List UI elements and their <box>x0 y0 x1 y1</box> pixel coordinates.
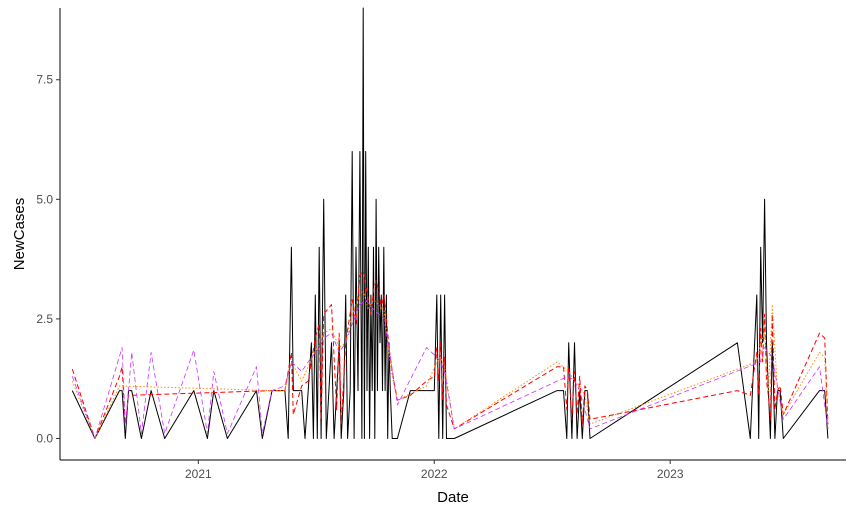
series-layer <box>71 7 829 439</box>
x-tick-label: 2023 <box>657 467 684 481</box>
x-tick-label: 2022 <box>421 467 448 481</box>
y-tick-label: 0.0 <box>36 431 53 445</box>
y-tick-label: 5.0 <box>36 192 53 206</box>
x-axis-ticks: 2021 2022 2023 <box>185 460 684 481</box>
y-axis-ticks: 0.0 2.5 5.0 7.5 <box>36 73 60 445</box>
series-line-2 <box>71 270 829 439</box>
series-line-1 <box>71 7 829 439</box>
series-line-4 <box>71 299 829 439</box>
x-axis-title: Date <box>437 489 469 506</box>
x-tick-label: 2021 <box>185 467 212 481</box>
y-tick-label: 7.5 <box>36 73 53 87</box>
series-line-3 <box>71 289 829 439</box>
y-axis-title: NewCases <box>11 198 28 271</box>
y-tick-label: 2.5 <box>36 312 53 326</box>
